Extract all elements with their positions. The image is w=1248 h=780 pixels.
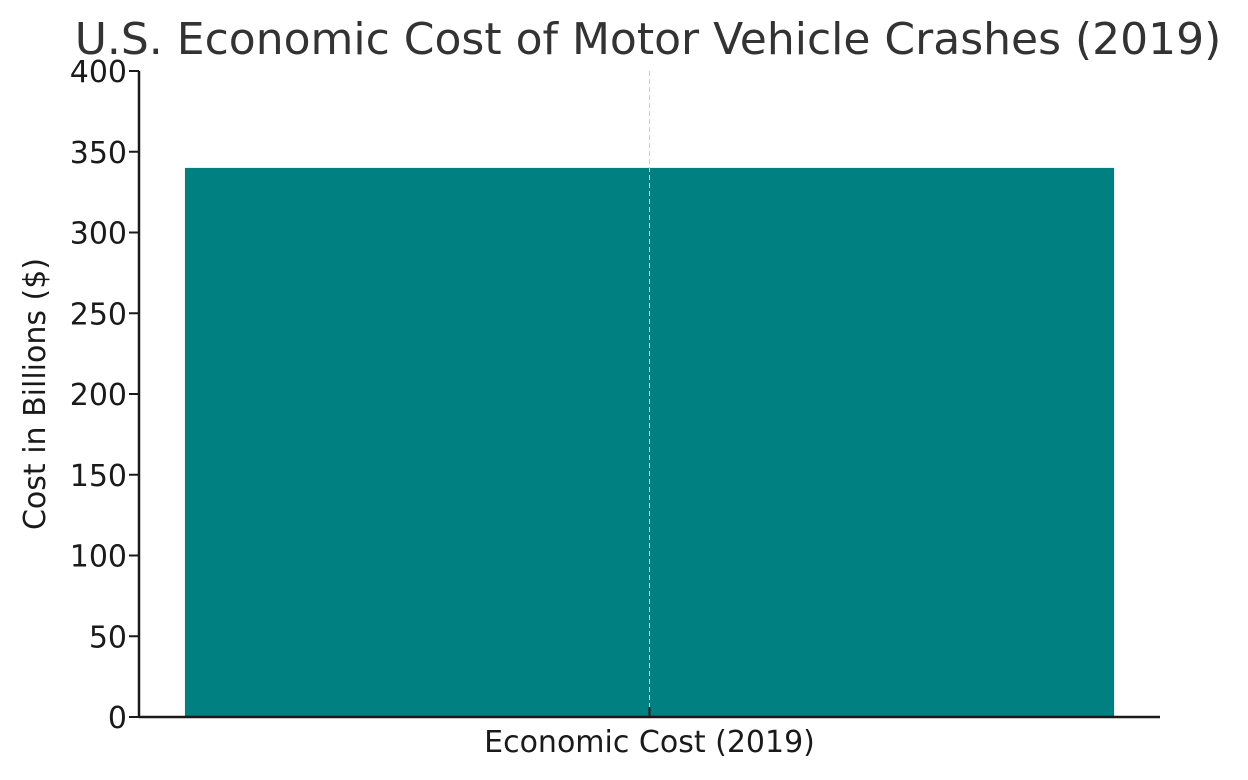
ticks-layer: Economic Cost (2019) 0 50 100 150 200 250 300 35… [70, 55, 815, 760]
y-tick-label-1: 50 [89, 620, 127, 655]
chart-title: U.S. Economic Cost of Motor Vehicle Cras… [75, 14, 1222, 65]
y-axis-label: Cost in Billions ($) [18, 258, 53, 530]
y-tick-label-6: 300 [70, 217, 127, 252]
y-tick-label-7: 350 [70, 136, 127, 171]
y-tick-label-8: 400 [70, 55, 127, 90]
y-tick-label-2: 100 [70, 540, 127, 575]
y-tick-label-5: 250 [70, 297, 127, 332]
x-tick-label-0: Economic Cost (2019) [484, 725, 815, 760]
y-tick-label-4: 200 [70, 378, 127, 413]
y-tick-label-0: 0 [108, 701, 127, 736]
y-tick-label-3: 150 [70, 459, 127, 494]
